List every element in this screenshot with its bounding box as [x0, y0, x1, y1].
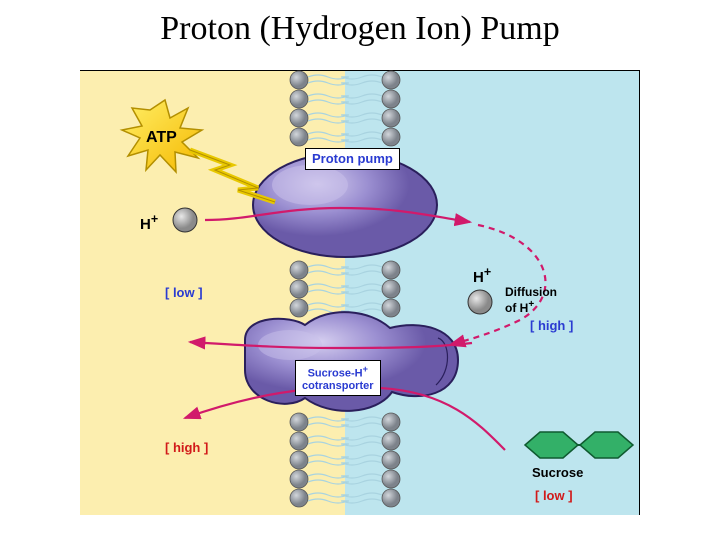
- atp-text: ATP: [146, 129, 177, 146]
- atp-burst: ATP: [122, 100, 275, 202]
- sucrose-molecule: [525, 432, 633, 458]
- bracket-high-left: [ high ]: [165, 440, 208, 455]
- label-sucrose: Sucrose: [532, 465, 583, 480]
- diff-l1: Diffusion: [505, 285, 557, 299]
- lipid-bilayer: [290, 71, 400, 507]
- cotrans-l1: Sucrose-H: [308, 368, 363, 380]
- diff-sup: +: [528, 299, 534, 310]
- label-cotransporter: Sucrose-H+ cotransporter: [295, 360, 381, 396]
- bracket-low-left: [ low ]: [165, 285, 203, 300]
- diff-l2: of H: [505, 301, 528, 315]
- ion-left-pump: [173, 208, 197, 232]
- bracket-high-right: [ high ]: [530, 318, 573, 333]
- cotrans-sup: +: [363, 364, 368, 374]
- cotrans-l2: cotransporter: [302, 380, 374, 392]
- slide-title: Proton (Hydrogen Ion) Pump: [0, 10, 720, 48]
- label-proton-pump: Proton pump: [305, 148, 400, 170]
- ion-label-right: H+: [473, 265, 491, 286]
- label-diffusion: Diffusion of H+: [505, 285, 557, 315]
- bracket-low-right: [ low ]: [535, 488, 573, 503]
- diagram-container: ATP Proton pump Sucrose-H+ cot: [80, 70, 640, 515]
- ion-label-left: H+: [140, 212, 158, 233]
- ion-right-cotrans: [468, 290, 492, 314]
- slide: Proton (Hydrogen Ion) Pump: [0, 0, 720, 540]
